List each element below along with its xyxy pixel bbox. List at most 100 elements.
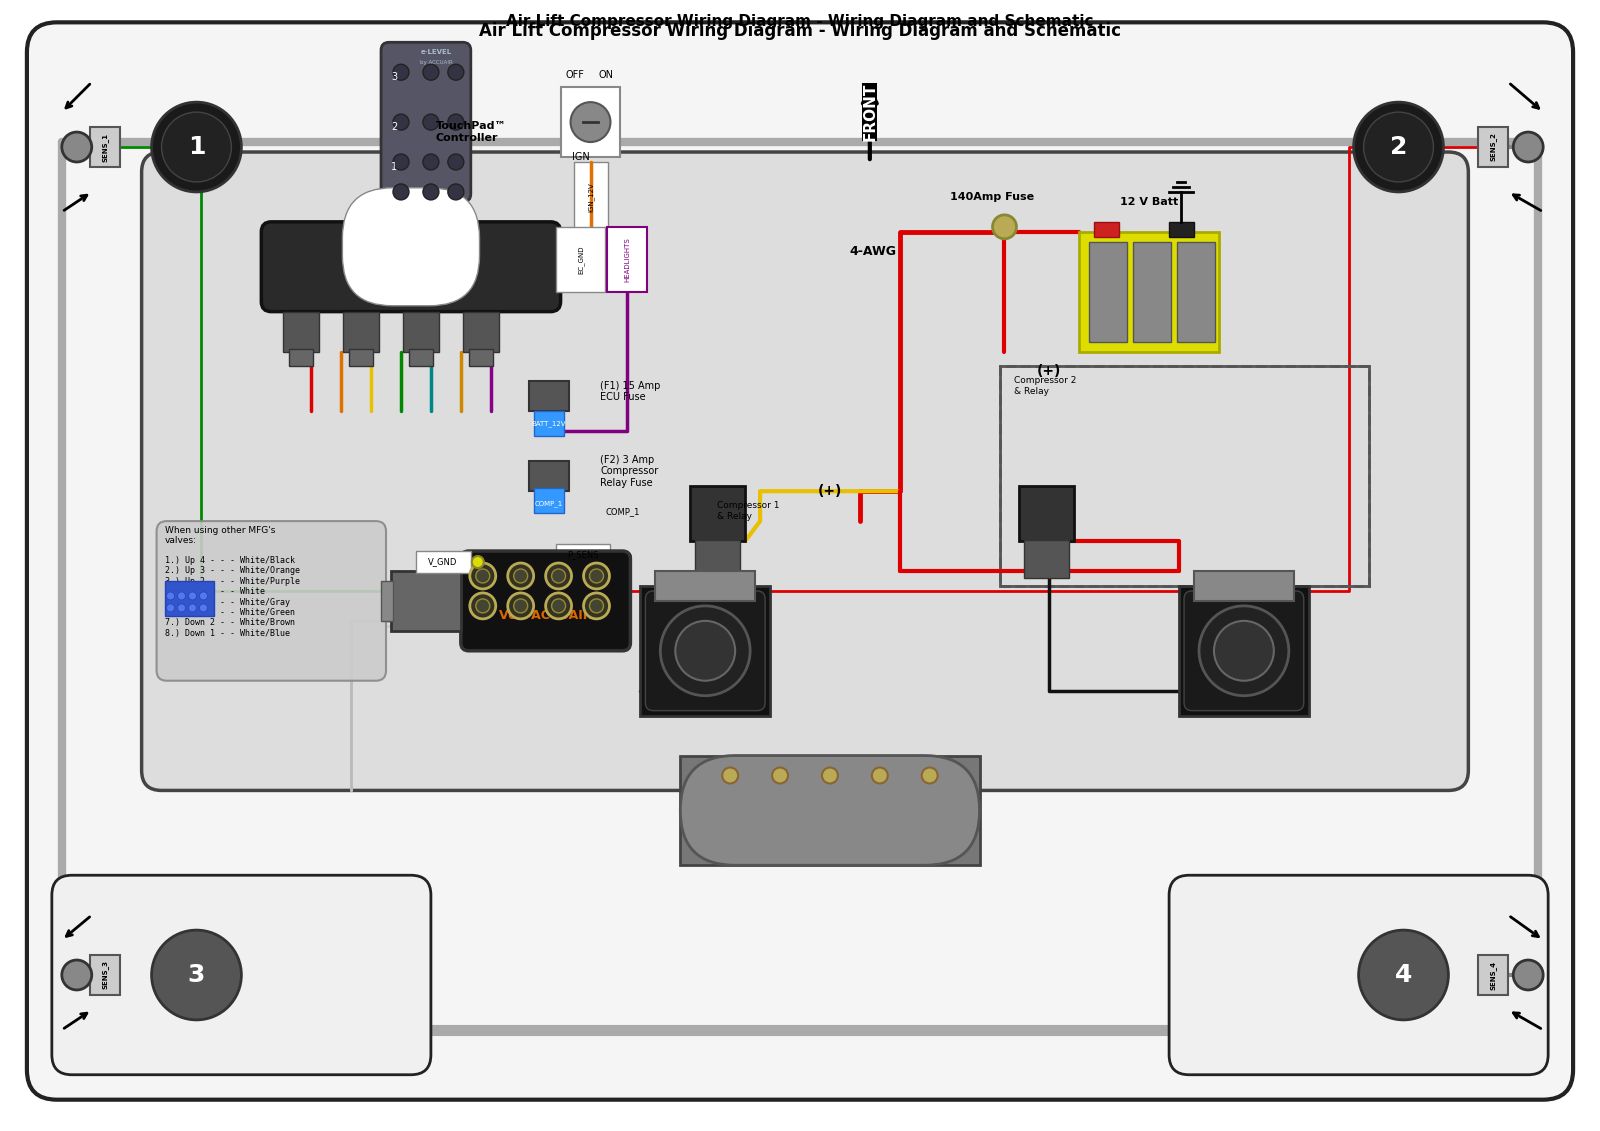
Circle shape bbox=[1354, 102, 1443, 192]
Circle shape bbox=[922, 768, 938, 784]
Bar bbox=[403, 312, 438, 352]
Circle shape bbox=[470, 593, 496, 619]
Text: SENS_4: SENS_4 bbox=[1490, 960, 1496, 990]
Bar bbox=[1194, 571, 1294, 601]
Text: V_GND: V_GND bbox=[429, 558, 458, 567]
Circle shape bbox=[394, 184, 410, 200]
Circle shape bbox=[422, 64, 438, 80]
Text: EC_GND: EC_GND bbox=[578, 245, 584, 274]
Bar bbox=[165, 581, 214, 616]
Text: by ACCUAIR: by ACCUAIR bbox=[419, 60, 453, 64]
Circle shape bbox=[1358, 930, 1448, 1020]
FancyBboxPatch shape bbox=[381, 42, 470, 202]
Circle shape bbox=[422, 184, 438, 200]
Text: OFF: OFF bbox=[565, 70, 584, 80]
Circle shape bbox=[546, 593, 571, 619]
Text: HEADLIGHTS: HEADLIGHTS bbox=[624, 238, 630, 282]
Text: e·LEVEL: e·LEVEL bbox=[421, 50, 451, 55]
Circle shape bbox=[1198, 606, 1288, 696]
Bar bbox=[1178, 242, 1214, 342]
Circle shape bbox=[472, 556, 483, 568]
Text: P_SENS: P_SENS bbox=[566, 551, 598, 560]
Bar bbox=[390, 571, 461, 631]
FancyBboxPatch shape bbox=[461, 551, 630, 650]
Bar bbox=[410, 348, 434, 366]
Circle shape bbox=[552, 569, 565, 582]
Circle shape bbox=[189, 592, 197, 599]
Bar bbox=[283, 312, 318, 352]
Text: VU4·ACCUAIR: VU4·ACCUAIR bbox=[499, 610, 594, 622]
Text: (+): (+) bbox=[818, 484, 842, 498]
Bar bbox=[555, 227, 605, 292]
Circle shape bbox=[166, 592, 174, 599]
Bar bbox=[342, 312, 379, 352]
Bar bbox=[1478, 127, 1509, 167]
Text: 4: 4 bbox=[1395, 962, 1413, 987]
Bar bbox=[90, 127, 120, 167]
Circle shape bbox=[475, 569, 490, 582]
FancyBboxPatch shape bbox=[680, 756, 979, 865]
Text: 3: 3 bbox=[390, 72, 397, 83]
Circle shape bbox=[1214, 621, 1274, 681]
Circle shape bbox=[584, 593, 610, 619]
Text: (F2) 3 Amp
Compressor
Relay Fuse: (F2) 3 Amp Compressor Relay Fuse bbox=[600, 455, 659, 487]
Bar bbox=[469, 348, 493, 366]
Bar bbox=[528, 381, 568, 412]
Circle shape bbox=[1514, 132, 1542, 162]
FancyBboxPatch shape bbox=[645, 590, 765, 710]
Circle shape bbox=[448, 154, 464, 170]
Bar bbox=[1090, 242, 1126, 342]
Bar bbox=[1179, 586, 1309, 716]
Circle shape bbox=[394, 64, 410, 80]
Text: Air Lift Compressor Wiring Diagram - Wiring Diagram and Schematic: Air Lift Compressor Wiring Diagram - Wir… bbox=[478, 23, 1122, 41]
Circle shape bbox=[675, 621, 734, 681]
Text: Air Lift Compressor Wiring Diagram - Wiring Diagram and Schematic: Air Lift Compressor Wiring Diagram - Wir… bbox=[506, 15, 1094, 29]
Text: 12 V Batt: 12 V Batt bbox=[1120, 197, 1178, 207]
Circle shape bbox=[546, 563, 571, 589]
Circle shape bbox=[448, 114, 464, 130]
Bar bbox=[1080, 232, 1219, 352]
Text: BATT_12V: BATT_12V bbox=[531, 420, 566, 426]
Circle shape bbox=[571, 102, 611, 143]
Bar bbox=[381, 581, 394, 621]
Circle shape bbox=[62, 132, 91, 162]
Circle shape bbox=[152, 102, 242, 192]
Text: (+): (+) bbox=[1037, 364, 1061, 379]
Text: 1: 1 bbox=[187, 135, 205, 159]
Text: IGN_12V: IGN_12V bbox=[587, 182, 594, 211]
Text: IGN: IGN bbox=[571, 152, 589, 162]
Circle shape bbox=[162, 112, 232, 182]
Bar bbox=[1019, 486, 1074, 541]
Text: Compressor 2
& Relay: Compressor 2 & Relay bbox=[1014, 377, 1077, 396]
Circle shape bbox=[422, 114, 438, 130]
FancyBboxPatch shape bbox=[1170, 875, 1549, 1074]
Bar bbox=[290, 348, 314, 366]
Text: 1.) Up 4 - - - White/Black
2.) Up 3 - - - White/Orange
3.) Up 2 - - - White/Purp: 1.) Up 4 - - - White/Black 2.) Up 3 - - … bbox=[165, 556, 299, 638]
Text: 2: 2 bbox=[390, 122, 397, 132]
Bar bbox=[1170, 222, 1194, 236]
Text: TouchPad™
Controller: TouchPad™ Controller bbox=[435, 121, 507, 143]
Text: 2: 2 bbox=[1390, 135, 1408, 159]
Bar bbox=[555, 544, 611, 566]
Text: SENS_2: SENS_2 bbox=[1490, 132, 1496, 162]
Circle shape bbox=[448, 184, 464, 200]
Circle shape bbox=[448, 64, 464, 80]
Text: FRONT: FRONT bbox=[862, 83, 877, 141]
Text: When using other MFG's
valves:: When using other MFG's valves: bbox=[165, 526, 275, 545]
Circle shape bbox=[992, 215, 1016, 239]
Circle shape bbox=[514, 599, 528, 613]
Text: SENS_3: SENS_3 bbox=[101, 960, 109, 990]
Circle shape bbox=[200, 604, 208, 612]
Text: 1: 1 bbox=[390, 162, 397, 172]
Bar bbox=[1000, 366, 1368, 586]
Circle shape bbox=[189, 604, 197, 612]
Circle shape bbox=[178, 604, 186, 612]
Circle shape bbox=[152, 930, 242, 1020]
Bar bbox=[1024, 541, 1069, 578]
Circle shape bbox=[589, 599, 603, 613]
Bar bbox=[1094, 222, 1120, 236]
Circle shape bbox=[1514, 960, 1542, 990]
FancyBboxPatch shape bbox=[157, 521, 386, 681]
Circle shape bbox=[872, 768, 888, 784]
Circle shape bbox=[589, 569, 603, 582]
